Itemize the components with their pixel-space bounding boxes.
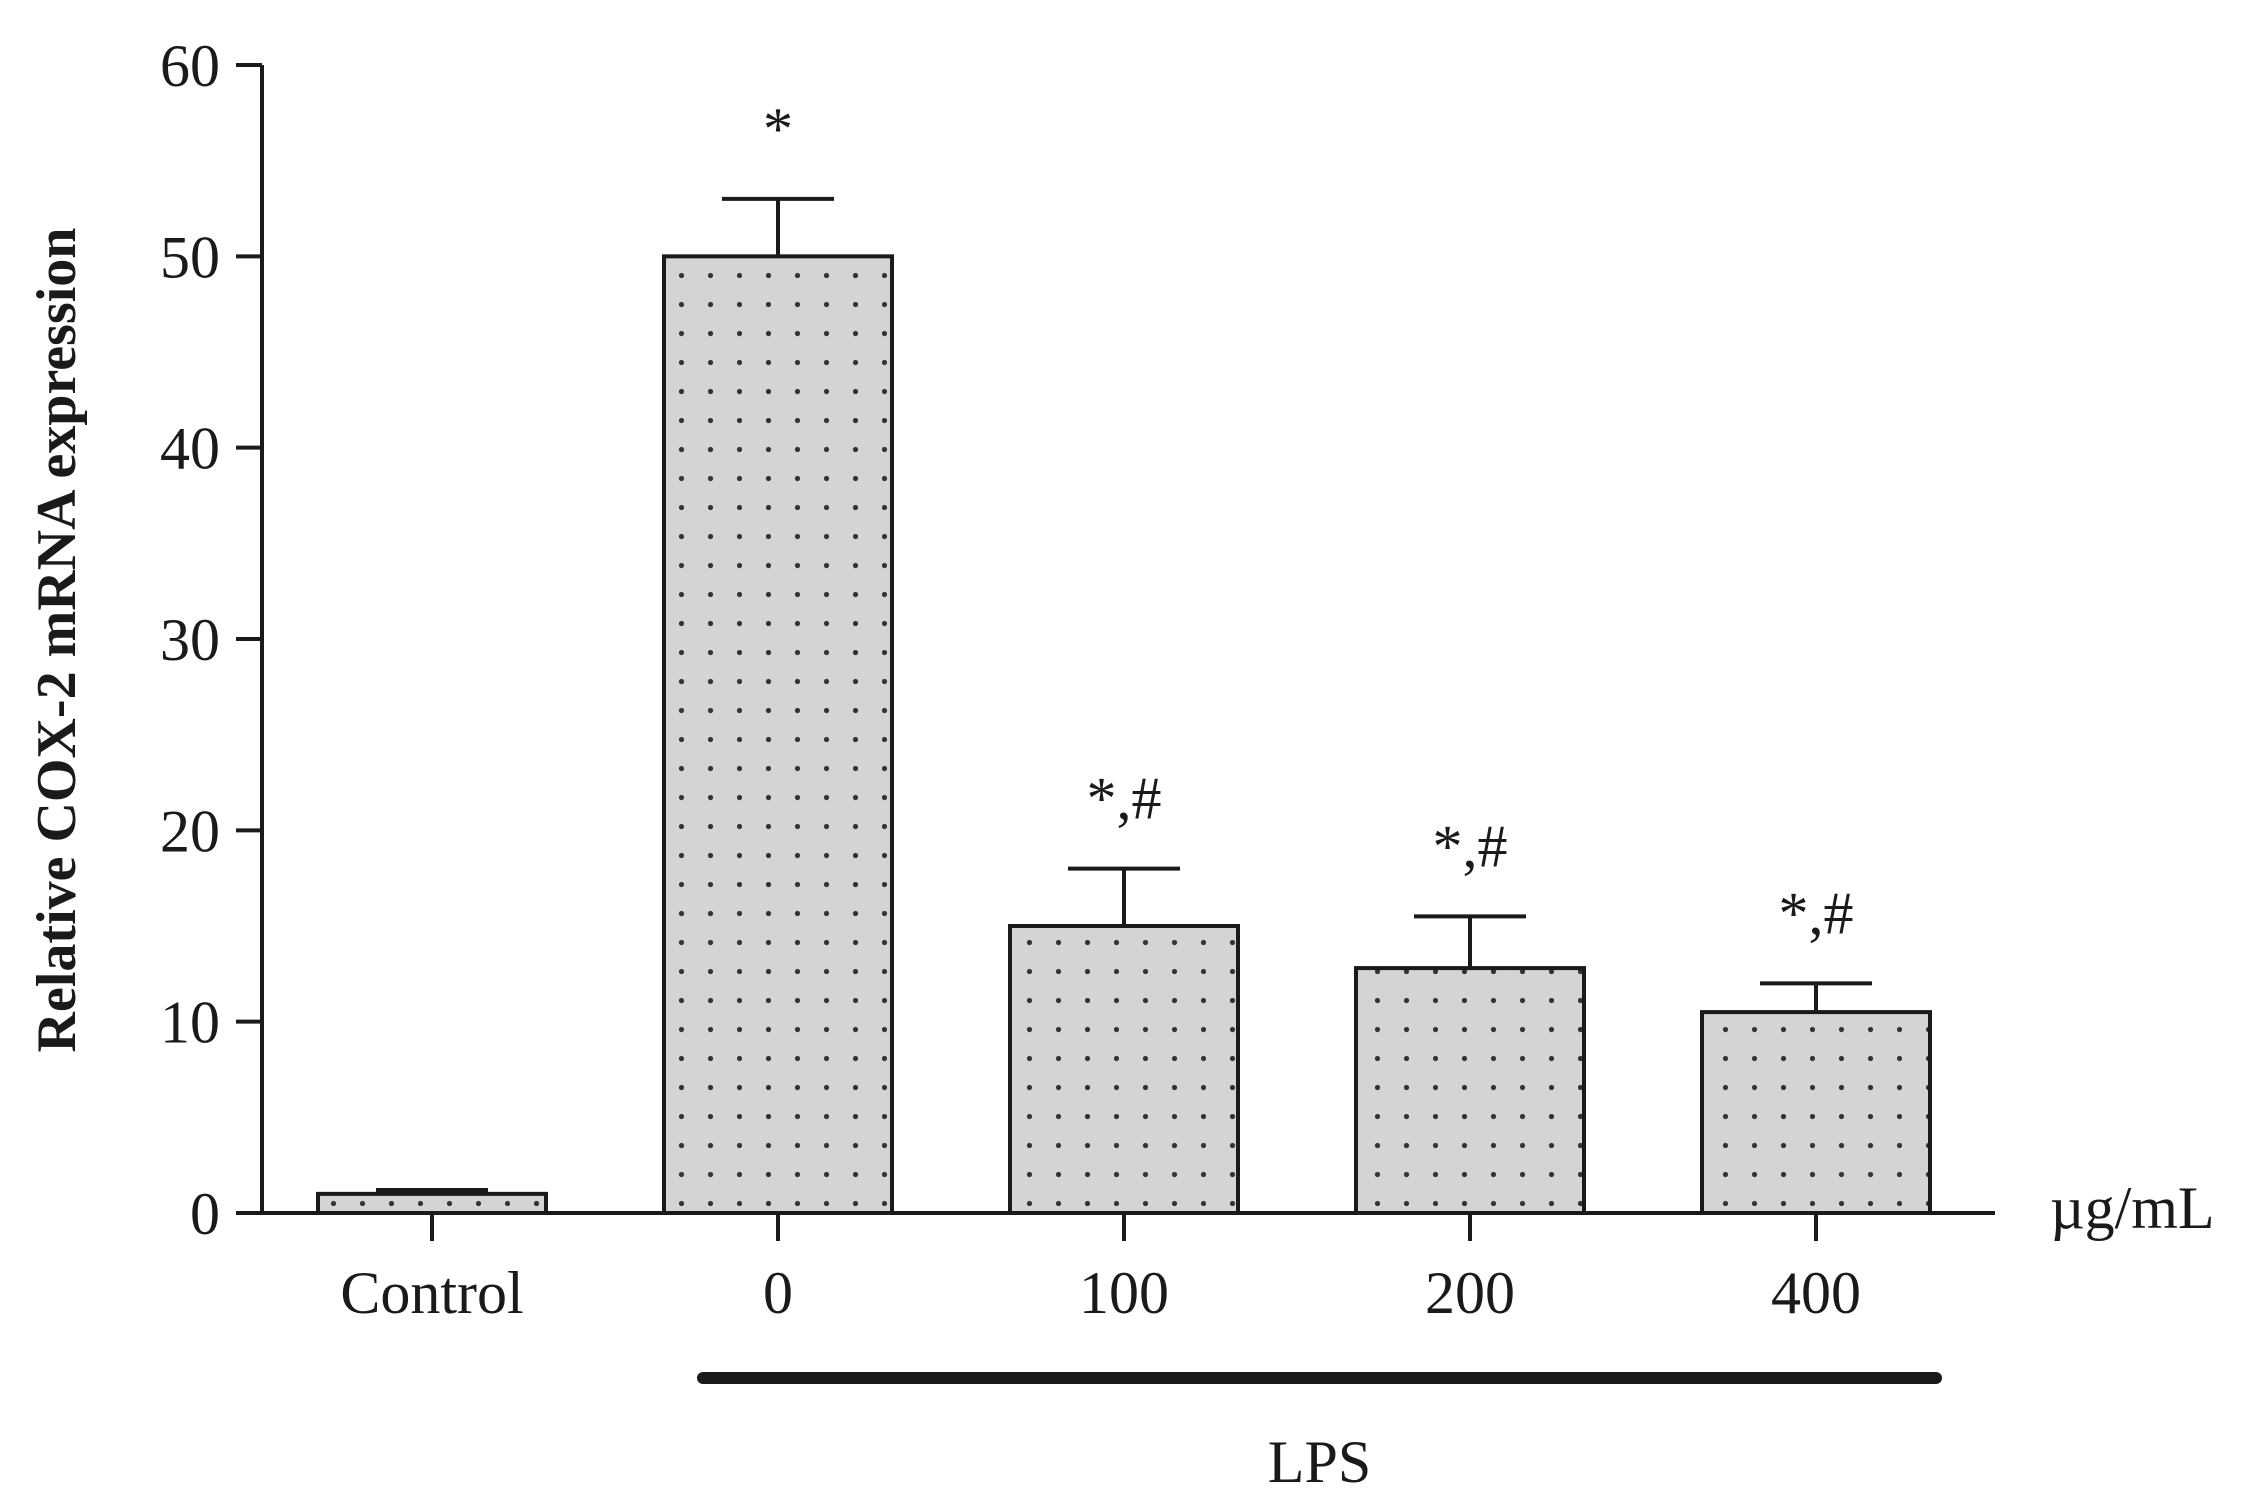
y-tick-label: 0 <box>190 1181 220 1247</box>
bar-200 <box>1354 966 1586 1215</box>
x-tick-label: 0 <box>763 1260 793 1326</box>
significance-label: *,# <box>1433 813 1508 879</box>
y-tick-label: 50 <box>160 224 220 290</box>
significance-label: *,# <box>1087 766 1162 832</box>
significance-label: *,# <box>1779 880 1854 946</box>
bars <box>316 254 1932 1216</box>
bar-400 <box>1700 1010 1932 1215</box>
x-axis: Control 0 100 200 400 <box>262 1211 1995 1326</box>
bar-0 <box>662 254 894 1216</box>
y-tick-label: 10 <box>160 990 220 1056</box>
bar-100 <box>1008 924 1240 1215</box>
y-tick-label: 30 <box>160 607 220 673</box>
x-tick-label: 400 <box>1771 1260 1861 1326</box>
lps-group-label: LPS <box>1268 1429 1371 1495</box>
y-tick-label: 40 <box>160 416 220 482</box>
x-tick-label: 200 <box>1425 1260 1515 1326</box>
y-tick-label: 20 <box>160 798 220 864</box>
x-tick-label: Control <box>340 1260 523 1326</box>
y-axis-label: Relative COX-2 mRNA expression <box>26 228 88 1053</box>
y-axis: 0 10 20 30 40 50 60 <box>160 33 264 1247</box>
error-bars <box>376 196 1872 1194</box>
x-tick-label: 100 <box>1079 1260 1169 1326</box>
significance-annotations: * *,# *,# *,# <box>763 96 1854 946</box>
y-tick-label: 60 <box>160 33 220 99</box>
significance-label: * <box>763 96 793 162</box>
x-unit-label: µg/mL <box>2050 1175 2215 1241</box>
bar-Control <box>316 1191 548 1216</box>
